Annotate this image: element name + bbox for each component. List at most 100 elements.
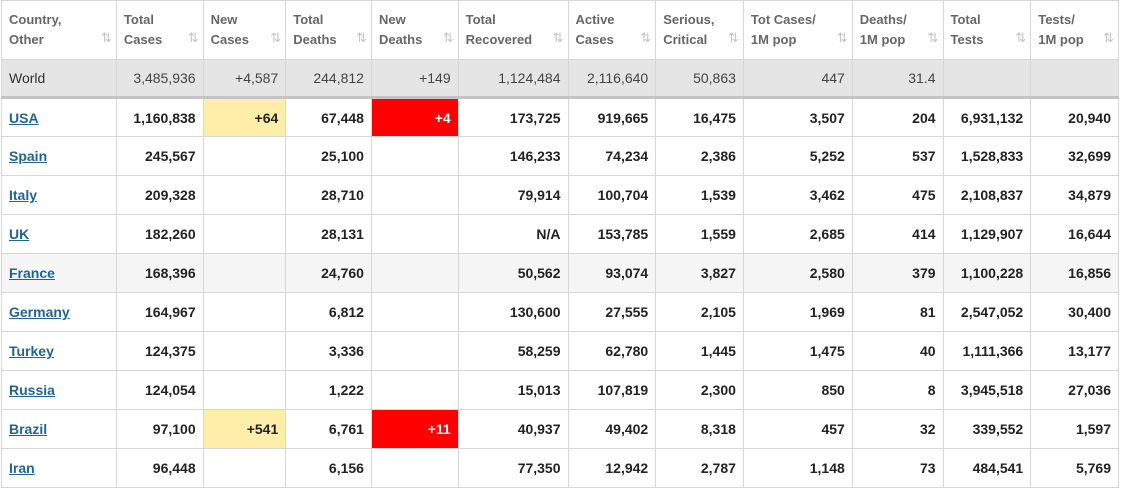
column-header-total-deaths[interactable]: Total Deaths ⇅ bbox=[285, 0, 372, 60]
cell-new-cases: +64 bbox=[202, 97, 287, 137]
header-row: Country, Other ⇅ Total Cases ⇅ New Cases ⇅ Total D… bbox=[1, 0, 1119, 60]
country-link[interactable]: UK bbox=[9, 226, 30, 242]
header-label-line1: Tot Cases/ bbox=[750, 12, 816, 27]
cell-total-deaths: 25,100 bbox=[285, 136, 372, 176]
cell-tot-cases-per-1m: 457 bbox=[742, 409, 853, 449]
cell-total-tests: 1,100,228 bbox=[942, 253, 1032, 293]
sort-icon[interactable]: ⇅ bbox=[552, 30, 564, 45]
cell-country: France bbox=[1, 253, 117, 293]
column-header-tot-cases-per-1m[interactable]: Tot Cases/1M pop ⇅ bbox=[742, 0, 853, 60]
cell-serious-critical: 3,827 bbox=[655, 253, 744, 293]
column-header-deaths-per-1m[interactable]: Deaths/1M pop ⇅ bbox=[851, 0, 944, 60]
cell-country: World bbox=[1, 59, 117, 99]
cell-new-deaths bbox=[370, 214, 459, 254]
cell-tot-cases-per-1m: 1,475 bbox=[742, 331, 853, 371]
cell-total-recovered: 130,600 bbox=[457, 292, 569, 332]
header-label-line1: Total bbox=[293, 12, 324, 27]
table-row: USA 1,160,838 +64 67,448 +4 173,725 919,665 16,… bbox=[1, 97, 1119, 137]
cell-tests-per-1m bbox=[1030, 59, 1119, 99]
sort-icon[interactable]: ⇅ bbox=[640, 30, 651, 45]
cell-total-cases: 97,100 bbox=[115, 409, 204, 449]
cell-tot-cases-per-1m: 1,969 bbox=[742, 292, 853, 332]
column-header-total-cases[interactable]: Total Cases ⇅ bbox=[115, 0, 204, 60]
cell-tests-per-1m: 30,400 bbox=[1030, 292, 1119, 332]
cell-tests-per-1m: 20,940 bbox=[1030, 97, 1119, 137]
cell-total-recovered: 77,350 bbox=[457, 448, 569, 488]
column-header-total-recovered[interactable]: Total Recovered ⇅ bbox=[457, 0, 569, 60]
country-link[interactable]: Spain bbox=[9, 148, 48, 164]
country-link[interactable]: Russia bbox=[9, 382, 55, 398]
cell-country: Russia bbox=[1, 370, 117, 410]
cell-new-cases bbox=[202, 331, 287, 371]
cell-serious-critical: 2,300 bbox=[655, 370, 744, 410]
header-label-line1: Serious, bbox=[663, 12, 715, 27]
cell-country: Iran bbox=[1, 448, 117, 488]
country-link[interactable]: USA bbox=[9, 109, 39, 126]
column-header-tests-per-1m[interactable]: Tests/1M pop ⇅ bbox=[1030, 0, 1119, 60]
table-row: UK 182,260 28,131 N/A 153,785 1,559 2,685 414 1,… bbox=[1, 214, 1119, 254]
cell-total-cases: 124,375 bbox=[115, 331, 204, 371]
cell-total-deaths: 6,761 bbox=[285, 409, 372, 449]
country-link[interactable]: Turkey bbox=[9, 343, 54, 359]
cell-serious-critical: 16,475 bbox=[655, 97, 744, 137]
cell-deaths-per-1m: 73 bbox=[851, 448, 944, 488]
cell-total-recovered: 15,013 bbox=[457, 370, 569, 410]
table-row: Brazil 97,100 +541 6,761 +11 40,937 49,402 8,31… bbox=[1, 409, 1119, 449]
sort-icon[interactable]: ⇅ bbox=[101, 30, 112, 45]
sort-icon[interactable]: ⇅ bbox=[1103, 30, 1114, 45]
cell-total-cases: 245,567 bbox=[115, 136, 204, 176]
column-header-total-tests[interactable]: Total Tests ⇅ bbox=[942, 0, 1032, 60]
sort-icon[interactable]: ⇅ bbox=[728, 30, 739, 45]
sort-icon[interactable]: ⇅ bbox=[270, 30, 281, 45]
column-header-active-cases[interactable]: Active Cases ⇅ bbox=[567, 0, 657, 60]
cell-total-cases: 3,485,936 bbox=[115, 59, 204, 99]
country-link[interactable]: Brazil bbox=[9, 421, 48, 437]
header-label-line2: Cases bbox=[123, 32, 163, 47]
sort-icon[interactable]: ⇅ bbox=[442, 30, 454, 45]
column-header-new-deaths[interactable]: New Deaths ⇅ bbox=[370, 0, 459, 60]
cell-total-tests: 339,552 bbox=[942, 409, 1032, 449]
header-label-line2: Other bbox=[9, 32, 44, 47]
header-label-line2: Cases bbox=[575, 32, 614, 47]
cell-total-tests: 1,528,833 bbox=[942, 136, 1032, 176]
cell-active-cases: 153,785 bbox=[567, 214, 657, 254]
sort-icon[interactable]: ⇅ bbox=[187, 30, 199, 45]
header-label-line2: Recovered bbox=[465, 32, 533, 47]
cell-tests-per-1m: 16,856 bbox=[1030, 253, 1119, 293]
cell-total-cases: 96,448 bbox=[115, 448, 204, 488]
country-link[interactable]: Italy bbox=[9, 187, 38, 203]
sort-icon[interactable]: ⇅ bbox=[356, 30, 367, 45]
sort-icon[interactable]: ⇅ bbox=[836, 30, 848, 45]
column-header-serious-critical[interactable]: Serious, Critical ⇅ bbox=[655, 0, 744, 60]
cell-new-deaths: +149 bbox=[370, 59, 459, 99]
column-header-new-cases[interactable]: New Cases ⇅ bbox=[202, 0, 287, 60]
cell-tot-cases-per-1m: 5,252 bbox=[742, 136, 853, 176]
cell-tests-per-1m: 5,769 bbox=[1030, 448, 1119, 488]
cell-new-cases bbox=[202, 214, 287, 254]
cell-country: Germany bbox=[1, 292, 117, 332]
cell-total-deaths: 6,812 bbox=[285, 292, 372, 332]
cell-new-deaths bbox=[370, 292, 459, 332]
cell-deaths-per-1m: 537 bbox=[851, 136, 944, 176]
cell-total-tests bbox=[942, 59, 1032, 99]
sort-icon[interactable]: ⇅ bbox=[1015, 30, 1026, 45]
country-link[interactable]: France bbox=[9, 265, 55, 281]
country-link[interactable]: Germany bbox=[9, 304, 70, 320]
sort-icon[interactable]: ⇅ bbox=[927, 30, 939, 45]
cell-country: Italy bbox=[1, 175, 117, 215]
cell-tot-cases-per-1m: 3,507 bbox=[742, 97, 853, 137]
cell-total-recovered: 1,124,484 bbox=[457, 59, 569, 99]
cell-serious-critical: 2,105 bbox=[655, 292, 744, 332]
header-label-line2: Cases bbox=[210, 32, 249, 47]
header-label-line2: 1M pop bbox=[750, 32, 797, 47]
cell-active-cases: 2,116,640 bbox=[567, 59, 657, 99]
cell-country: Turkey bbox=[1, 331, 117, 371]
cell-total-deaths: 3,336 bbox=[285, 331, 372, 371]
country-link[interactable]: Iran bbox=[9, 460, 35, 476]
cell-total-deaths: 244,812 bbox=[285, 59, 372, 99]
header-label-line1: Active bbox=[575, 12, 615, 27]
cell-tests-per-1m: 16,644 bbox=[1030, 214, 1119, 254]
cell-total-tests: 484,541 bbox=[942, 448, 1032, 488]
column-header-country[interactable]: Country, Other ⇅ bbox=[1, 0, 117, 60]
cell-tot-cases-per-1m: 1,148 bbox=[742, 448, 853, 488]
